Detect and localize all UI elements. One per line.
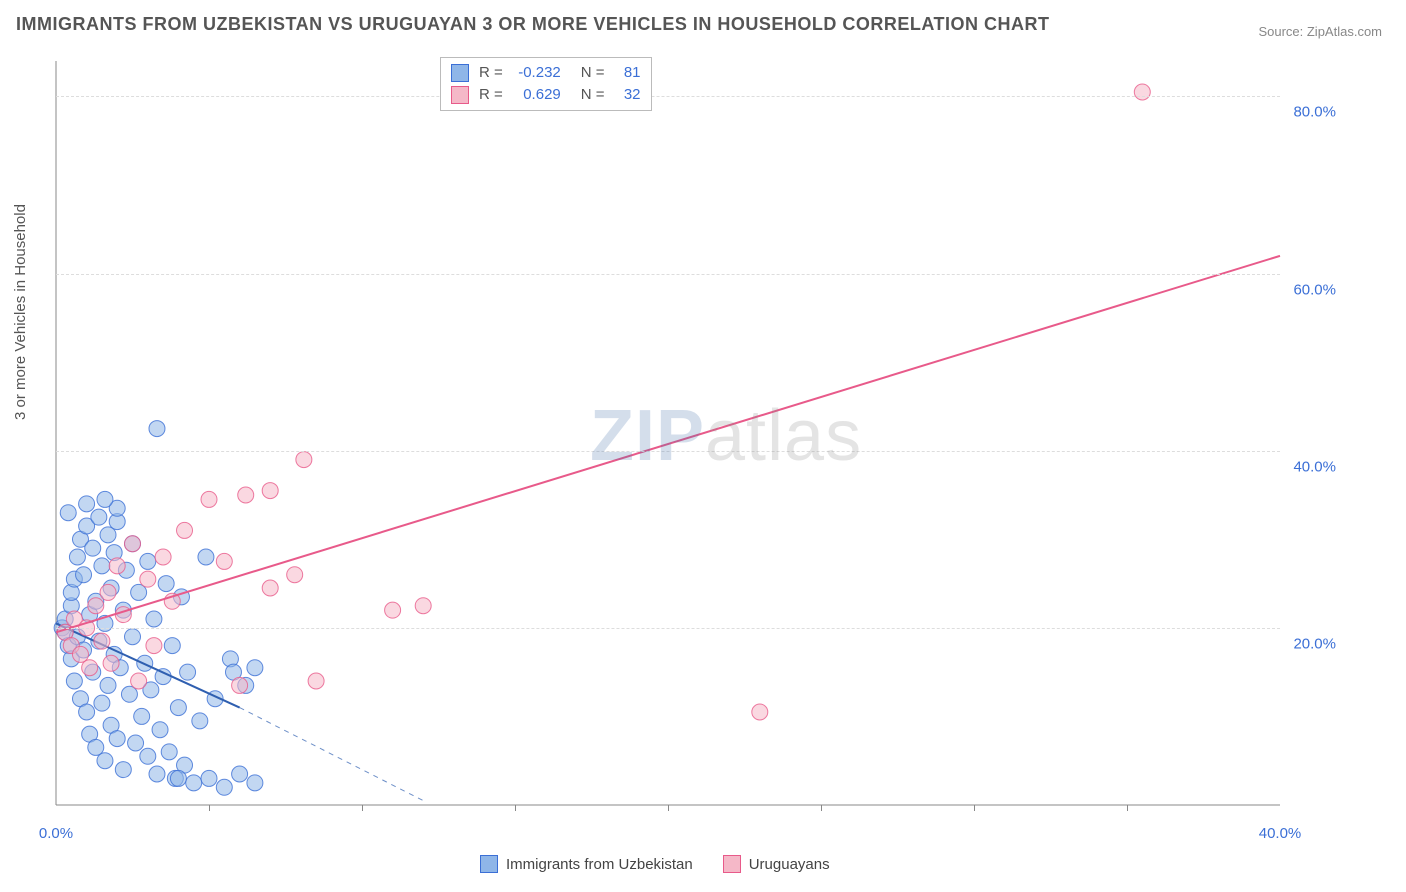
legend-label: Uruguayans bbox=[749, 856, 830, 873]
legend-swatch bbox=[480, 855, 498, 873]
chart-title: IMMIGRANTS FROM UZBEKISTAN VS URUGUAYAN … bbox=[16, 14, 1050, 35]
correlation-legend: R =-0.232N =81R =0.629N =32 bbox=[440, 57, 652, 111]
series-legend: Immigrants from Uzbekistan Uruguayans bbox=[480, 855, 830, 873]
source-attribution: Source: ZipAtlas.com bbox=[1258, 24, 1382, 39]
legend-stat-row: R =0.629N =32 bbox=[451, 84, 641, 106]
y-tick-label: 80.0% bbox=[1293, 104, 1336, 121]
legend-label: Immigrants from Uzbekistan bbox=[506, 856, 693, 873]
y-axis-label: 3 or more Vehicles in Household bbox=[12, 204, 29, 420]
chart-plot-area: 20.0%40.0%60.0%80.0% 0.0%40.0% ZIPatlas bbox=[50, 55, 1340, 835]
legend-item: Immigrants from Uzbekistan bbox=[480, 855, 693, 873]
y-tick-label: 60.0% bbox=[1293, 281, 1336, 298]
y-tick-label: 20.0% bbox=[1293, 635, 1336, 652]
legend-stat-row: R =-0.232N =81 bbox=[451, 62, 641, 84]
scatter-svg bbox=[50, 55, 1340, 835]
x-tick-label: 40.0% bbox=[1259, 825, 1302, 842]
x-tick-label: 0.0% bbox=[39, 825, 73, 842]
legend-swatch bbox=[723, 855, 741, 873]
legend-swatch bbox=[451, 86, 469, 104]
legend-swatch bbox=[451, 64, 469, 82]
legend-item: Uruguayans bbox=[723, 855, 830, 873]
y-tick-label: 40.0% bbox=[1293, 458, 1336, 475]
